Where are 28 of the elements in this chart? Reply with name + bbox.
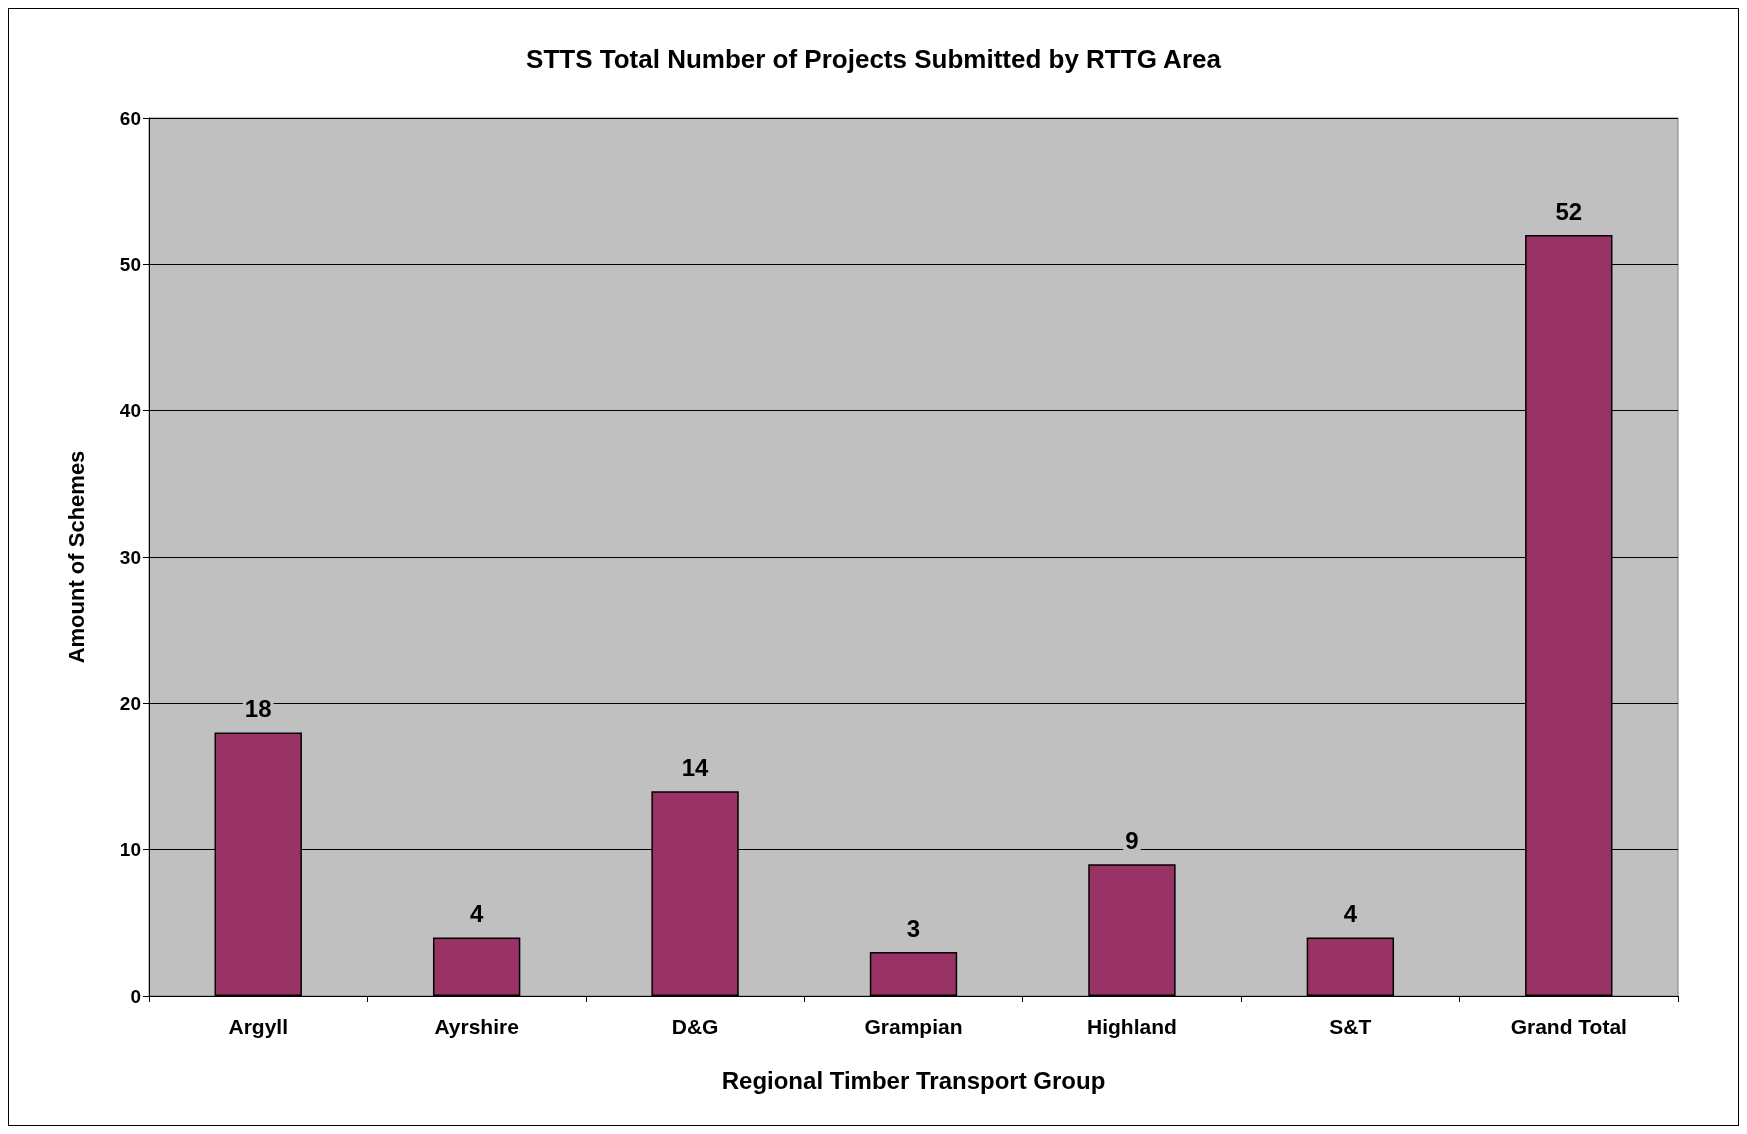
data-label: 52	[1555, 197, 1583, 225]
x-tick-label: D&G	[671, 1015, 719, 1038]
y-tick-label: 60	[119, 107, 141, 129]
data-label: 18	[244, 695, 272, 723]
x-tick-label: Ayrshire	[434, 1015, 519, 1038]
bar	[1088, 864, 1176, 996]
x-tick-label: Grampian	[864, 1015, 963, 1038]
x-tick-label: Argyll	[228, 1015, 288, 1038]
y-axis-title: Amount of Schemes	[63, 450, 89, 664]
y-tick-label: 0	[130, 985, 141, 1007]
x-tick-label: S&T	[1329, 1015, 1372, 1038]
bar	[869, 952, 958, 996]
data-label: 4	[1343, 899, 1358, 927]
x-tick-label: Highland	[1087, 1015, 1177, 1038]
data-label: 9	[1125, 826, 1139, 854]
y-tick-label: 40	[119, 400, 141, 422]
y-tick-label: 50	[119, 253, 141, 275]
x-axis-title: Regional Timber Transport Group	[721, 1066, 1106, 1094]
y-tick-label: 10	[119, 839, 141, 861]
bar	[1306, 937, 1395, 996]
data-label: 3	[906, 914, 921, 942]
y-tick-label: 20	[119, 692, 141, 714]
data-label: 4	[469, 899, 484, 927]
bar	[432, 937, 521, 996]
y-tick-label: 30	[119, 546, 141, 568]
data-label: 14	[681, 753, 710, 781]
x-tick-label: Grand Total	[1510, 1015, 1627, 1038]
chart-title: STTS Total Number of Projects Submitted by RTTG Area	[526, 44, 1222, 74]
